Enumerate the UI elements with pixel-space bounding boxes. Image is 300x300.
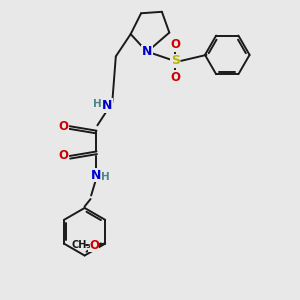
Text: O: O [89, 238, 99, 252]
Text: O: O [170, 71, 180, 84]
Text: N: N [102, 99, 112, 112]
Text: S: S [171, 54, 180, 67]
Text: O: O [59, 120, 69, 133]
Text: H: H [93, 99, 102, 109]
Text: H: H [101, 172, 110, 182]
Text: N: N [142, 45, 152, 58]
Text: N: N [91, 169, 102, 182]
Text: O: O [170, 38, 180, 51]
Text: CH₃: CH₃ [72, 240, 91, 250]
Text: O: O [59, 149, 69, 162]
